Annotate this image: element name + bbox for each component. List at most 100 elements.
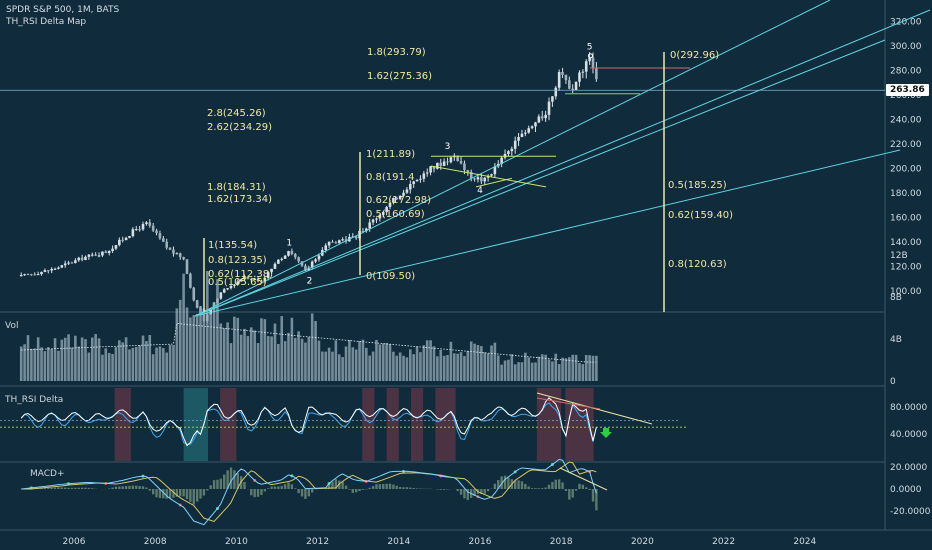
candle-body	[592, 58, 595, 69]
volume-bar	[253, 330, 256, 381]
time-axis-label: 2010	[225, 537, 248, 547]
volume-bar	[456, 354, 459, 381]
macd-histogram-bar	[456, 489, 458, 491]
macd-histogram-bar	[406, 487, 408, 489]
rsi-zone	[435, 388, 455, 461]
macd-histogram-bar	[84, 488, 86, 489]
volume-bar	[115, 347, 118, 381]
volume-bar	[111, 354, 114, 381]
macd-histogram-bar	[375, 484, 377, 489]
candle-body	[291, 251, 294, 254]
volume-bar	[585, 355, 588, 381]
price-axis-label: 160.00	[890, 214, 922, 224]
candle-body	[561, 72, 564, 75]
candle-body	[477, 177, 480, 179]
candle-body	[368, 222, 371, 228]
volume-bar	[250, 327, 253, 381]
macd-histogram-bar	[213, 480, 215, 489]
candle-body	[544, 115, 547, 118]
macd-histogram-bar	[284, 484, 286, 489]
macd-histogram-bar	[572, 489, 574, 498]
volume-bar	[121, 342, 124, 381]
candle-body	[27, 274, 30, 275]
macd-histogram-bar	[517, 480, 519, 489]
volume-bar	[50, 349, 53, 381]
candle-body	[446, 161, 449, 162]
candle-body	[20, 275, 23, 276]
volume-bar	[213, 302, 216, 381]
candle-body	[558, 72, 561, 88]
macd-histogram-bar	[125, 486, 127, 489]
candle-body	[297, 257, 300, 261]
volume-bar	[257, 343, 260, 381]
macd-histogram-bar	[402, 487, 404, 489]
macd-histogram-bar	[71, 488, 73, 489]
volume-bar	[145, 341, 148, 381]
macd-histogram-bar	[220, 479, 222, 489]
macd-histogram-bar	[253, 489, 255, 497]
candle-body	[473, 178, 476, 179]
volume-bar	[328, 348, 331, 381]
fib-level-label: 0.5(160.69)	[366, 209, 425, 220]
macd-histogram-bar	[541, 488, 543, 489]
volume-bar	[531, 363, 534, 381]
macd-histogram-bar	[61, 487, 63, 489]
volume-bar	[162, 348, 165, 381]
macd-histogram-bar	[585, 487, 587, 489]
macd-histogram-bar	[206, 489, 208, 490]
volume-axis-label: 4B	[890, 335, 902, 345]
volume-bar	[527, 357, 530, 381]
candle-body	[274, 264, 277, 269]
rsi-blue-line	[21, 403, 596, 444]
macd-histogram-bar	[74, 488, 76, 489]
candle-body	[135, 229, 138, 230]
volume-bar	[314, 321, 317, 381]
candle-body	[531, 126, 534, 128]
time-axis-label: 2012	[306, 537, 329, 547]
volume-bar	[311, 313, 314, 381]
volume-bar	[473, 344, 476, 381]
volume-bar	[101, 355, 104, 381]
volume-bar	[551, 361, 554, 381]
volume-bar	[331, 352, 334, 381]
price-axis-label: 140.00	[890, 238, 922, 248]
time-axis-label: 2014	[387, 537, 410, 547]
macd-histogram-bar	[575, 489, 577, 491]
volume-bar	[260, 318, 263, 381]
volume-bar	[538, 357, 541, 381]
volume-bar	[308, 337, 311, 381]
macd-histogram-bar	[182, 489, 184, 496]
candle-body	[77, 258, 80, 261]
macd-histogram-bar	[534, 488, 536, 489]
macd-histogram-bar	[396, 486, 398, 489]
macd-histogram-bar	[223, 474, 225, 489]
macd-histogram-bar	[108, 488, 110, 489]
macd-histogram-bar	[267, 488, 269, 489]
volume-bar	[61, 340, 64, 381]
candle-body	[196, 300, 199, 307]
macd-histogram-bar	[544, 487, 546, 489]
macd-histogram-bar	[297, 489, 299, 493]
volume-bar	[280, 316, 283, 381]
rsi-zone	[220, 388, 236, 461]
volume-bar	[243, 329, 246, 381]
volume-bar	[426, 340, 429, 381]
macd-histogram-bar	[521, 481, 523, 489]
macd-histogram-bar	[551, 482, 553, 489]
macd-histogram-bar	[440, 489, 442, 490]
candle-body	[220, 292, 223, 298]
candle-body	[527, 128, 530, 132]
volume-bar	[382, 343, 385, 381]
volume-bar	[81, 337, 84, 381]
macd-histogram-bar	[122, 486, 124, 489]
volume-bar	[44, 351, 47, 381]
candle-body	[490, 174, 493, 176]
macd-histogram-bar	[111, 488, 113, 489]
candle-body	[67, 263, 70, 264]
candle-body	[328, 242, 331, 246]
volume-bar	[30, 349, 33, 381]
volume-bar	[294, 338, 297, 381]
volume-bar	[402, 356, 405, 381]
macd-histogram-bar	[463, 489, 465, 498]
